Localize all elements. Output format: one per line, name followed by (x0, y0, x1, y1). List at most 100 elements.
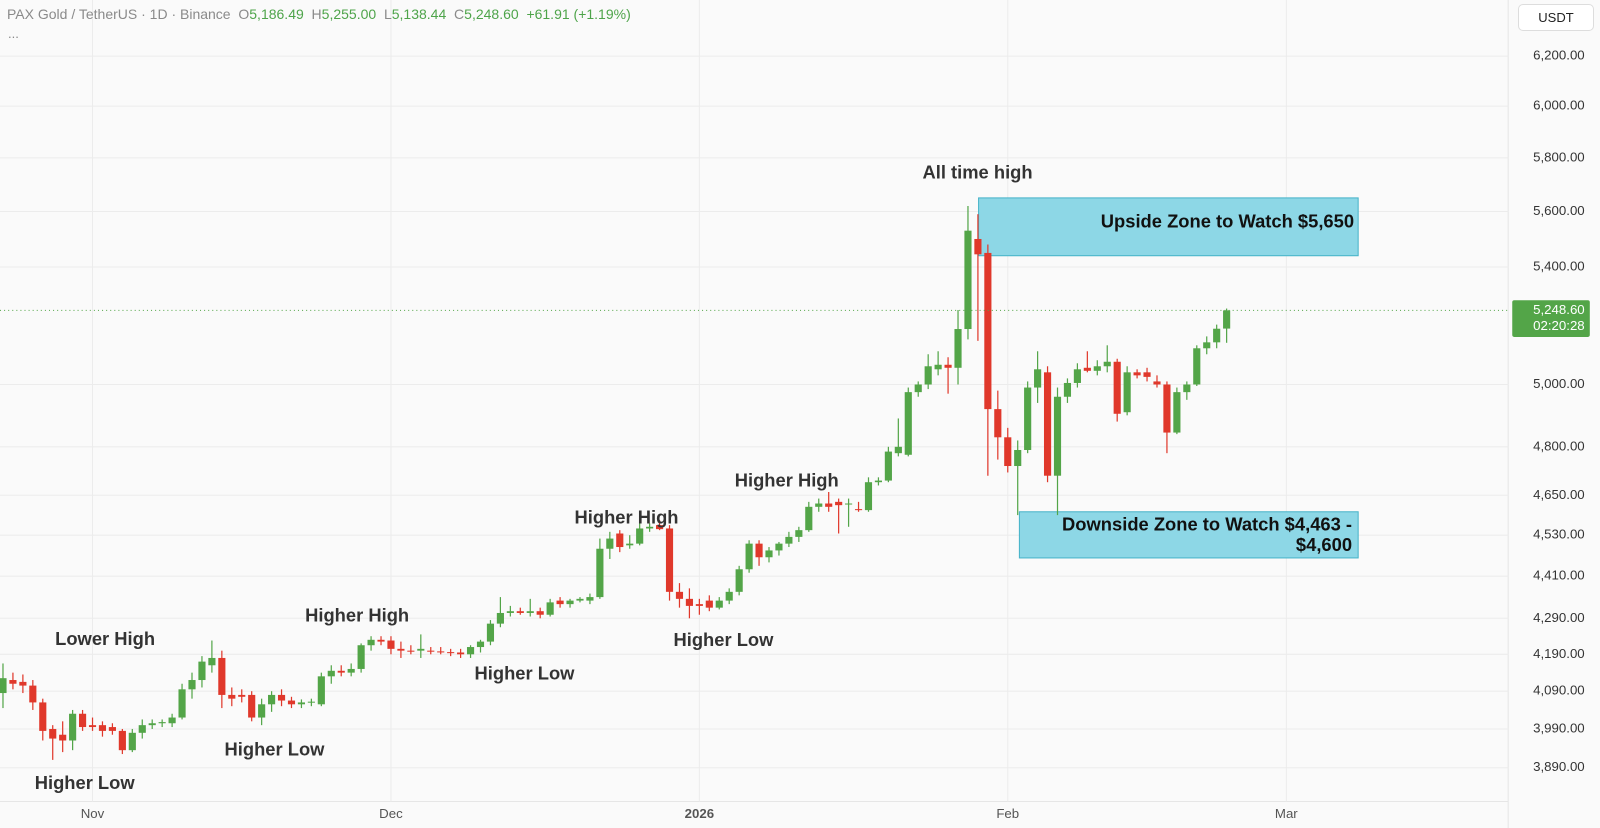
candle-body (1083, 367, 1091, 371)
ohlc-value: 5,255.00 (321, 6, 377, 22)
currency-button[interactable]: USDT (1518, 4, 1594, 31)
y-tick-label: 6,000.00 (1533, 98, 1585, 113)
candle-body (506, 611, 514, 613)
candle-body (546, 602, 554, 615)
candle-body (496, 612, 504, 624)
x-tick-label: Feb (996, 806, 1019, 821)
candle-body (854, 509, 863, 511)
candle-body (457, 652, 465, 655)
candle-body (685, 598, 693, 606)
candle-body (78, 713, 87, 728)
candle-body (118, 730, 126, 751)
candle-body (1063, 382, 1072, 397)
candle-body (934, 364, 942, 370)
candle-body (327, 670, 335, 677)
ohlc-label: O (238, 6, 250, 22)
candle-body (1123, 372, 1131, 413)
price-tag-value: 5,248.60 (1533, 302, 1585, 317)
candle-body (1213, 328, 1221, 343)
candle-body (317, 676, 325, 705)
candle-body (964, 230, 972, 330)
candle-body (695, 604, 703, 606)
candle-body (894, 446, 902, 454)
candle-body (884, 451, 892, 481)
candle-body (815, 503, 823, 507)
symbol: PAX Gold / TetherUS · 1D · Binance (7, 6, 231, 22)
candle-body (1053, 396, 1062, 476)
candle-body (138, 725, 146, 733)
candle-body (238, 694, 246, 697)
candle-body (427, 650, 435, 652)
annotation: Higher Low (475, 663, 576, 684)
candle-body (874, 480, 883, 483)
candle-body (287, 700, 296, 705)
candle-body (178, 689, 186, 718)
candle-body (1183, 384, 1191, 393)
candle-body (725, 591, 733, 601)
annotation: Higher High (305, 605, 409, 626)
y-tick-label: 4,530.00 (1533, 527, 1585, 542)
candle-body (646, 526, 654, 529)
candle-body (88, 725, 97, 728)
ohlc-value: 5,186.49 (249, 6, 304, 22)
candle-body (1014, 449, 1022, 467)
candle-body (1073, 369, 1081, 383)
candle-body (825, 503, 833, 507)
candle-body (49, 728, 57, 739)
candle-body (805, 506, 813, 531)
candle-body (128, 732, 136, 751)
candle-body (108, 727, 116, 731)
candle-body (924, 366, 932, 385)
candle-body (705, 600, 713, 608)
candle-body (307, 701, 315, 703)
candle-body (447, 652, 455, 654)
candle-body (0, 678, 7, 694)
candle-body (516, 611, 524, 613)
candle-body (297, 702, 306, 705)
annotation: All time high (922, 161, 1032, 182)
candle-body (1203, 342, 1211, 349)
candle-body (606, 538, 614, 549)
candle-body (974, 238, 982, 255)
candle-body (845, 503, 853, 505)
candle-body (148, 723, 156, 726)
candle-body (1093, 366, 1101, 371)
candle-body (228, 694, 236, 699)
candle-body (596, 548, 604, 598)
candle-body (437, 651, 445, 653)
candle-body (1103, 361, 1111, 367)
annotation: Higher Low (673, 629, 774, 650)
candle-body (1113, 361, 1121, 414)
zone (1018, 511, 1359, 559)
candle-body (387, 640, 395, 649)
candle-body (795, 530, 803, 537)
zone-label: $4,600 (1296, 534, 1352, 555)
candle-body (715, 600, 723, 608)
candle-body (755, 543, 763, 558)
candle-body (417, 648, 425, 651)
ohlc-label: H (311, 6, 322, 22)
candle-body (626, 543, 634, 546)
x-tick-label: 2026 (685, 806, 714, 821)
annotation: Higher High (575, 507, 679, 528)
candle-body (188, 680, 196, 690)
zone-label: Upside Zone to Watch $5,650 (1101, 210, 1354, 231)
candle-body (785, 536, 793, 544)
ohlc-label: C (454, 6, 465, 22)
candle-body (347, 668, 355, 673)
zone (978, 197, 1359, 257)
candle-body (1143, 372, 1151, 377)
candle-body (39, 702, 47, 731)
candle-body (1034, 369, 1042, 388)
candle-body (616, 533, 624, 548)
candle-body (367, 639, 375, 646)
candle-body (397, 648, 405, 651)
more-button[interactable]: ... (8, 26, 19, 41)
y-tick-label: 4,090.00 (1533, 683, 1585, 698)
candle-body (904, 392, 912, 455)
annotation: Higher Low (225, 738, 326, 759)
y-tick-label: 4,290.00 (1533, 610, 1585, 625)
y-tick-label: 4,800.00 (1533, 438, 1585, 453)
